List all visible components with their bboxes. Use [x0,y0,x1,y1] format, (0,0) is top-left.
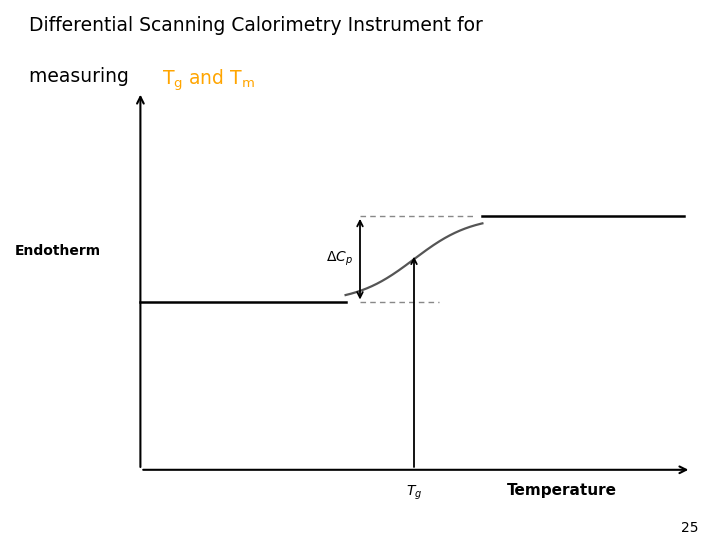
Text: $T_g$: $T_g$ [406,483,422,502]
Text: $\mathrm{T_g}$ and $\mathrm{T_m}$: $\mathrm{T_g}$ and $\mathrm{T_m}$ [162,68,255,93]
Text: Differential Scanning Calorimetry Instrument for: Differential Scanning Calorimetry Instru… [29,16,482,35]
Text: measuring: measuring [29,68,147,86]
Text: $\Delta C_p$: $\Delta C_p$ [326,250,353,268]
Text: Endotherm: Endotherm [14,244,101,258]
Text: 25: 25 [681,521,698,535]
Text: Temperature: Temperature [507,483,616,498]
